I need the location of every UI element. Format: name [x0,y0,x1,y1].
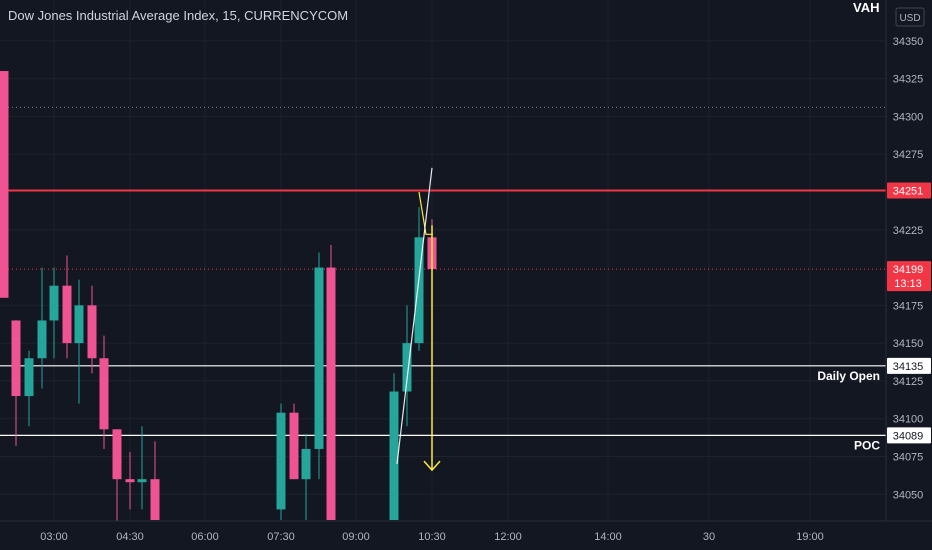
candle-body [62,285,72,344]
time-tick-label: 04:30 [116,531,144,543]
price-badge-label: 34199 [893,264,924,276]
candle-body [414,237,424,344]
price-tick-label: 34125 [893,376,924,388]
time-tick-label: 10:30 [418,531,446,543]
candle-body [24,358,34,397]
time-tick-label: 14:00 [594,531,622,543]
price-badge-label: 34089 [893,430,924,442]
candle-body [150,479,160,520]
vah-label: VAH [853,0,880,15]
time-tick-label: 12:00 [494,531,522,543]
zigzag-annotation [418,191,433,235]
price-tick-label: 34225 [893,225,924,237]
time-tick-label: 06:00 [191,531,219,543]
candle-body [137,479,147,483]
candle-body [276,412,286,510]
candle-body [314,267,324,449]
time-axis [0,521,932,550]
price-tick-label: 34150 [893,338,924,350]
price-badge [887,357,931,374]
candle-body [289,412,299,480]
candle-body [87,305,97,359]
price-badge-label: 34135 [893,361,924,373]
price-tick-label: 34050 [893,489,924,501]
price-tick-label: 34350 [893,36,924,48]
price-badge [887,261,931,292]
time-tick-label: 30 [703,531,715,543]
candle-body [125,479,135,483]
time-tick-label: 03:00 [40,531,68,543]
candle-body [99,358,109,430]
price-tick-label: 34275 [893,149,924,161]
price-tick-label: 34075 [893,452,924,464]
time-tick-label: 19:00 [796,531,824,543]
candle-body [49,285,59,321]
price-tick-label: 34325 [893,74,924,86]
arrow-head [423,460,441,472]
candle-body [301,448,311,480]
price-badge-label: 34251 [893,185,924,197]
time-tick-label: 07:30 [267,531,295,543]
candle-body [0,71,9,298]
chart-title: Dow Jones Industrial Average Index, 15, … [8,8,349,23]
level-name-label: Daily Open [817,369,880,383]
candle-body [389,391,399,520]
price-tick-label: 34175 [893,300,924,312]
price-tick-label: 34300 [893,111,924,123]
trend-line [396,167,433,465]
time-tick-label: 09:00 [342,531,370,543]
candle-body [402,343,412,392]
price-tick-label: 34100 [893,414,924,426]
candle-body [326,267,336,520]
candle-body [74,305,84,344]
currency-box [895,7,925,27]
level-name-label: POC [854,438,880,452]
price-badge [887,427,931,444]
currency-label: USD [899,13,920,24]
price-badge [887,182,931,199]
candle-body [112,429,122,480]
candle-body [11,320,21,397]
candle-body [37,320,47,359]
countdown-label: 13:13 [894,278,922,290]
